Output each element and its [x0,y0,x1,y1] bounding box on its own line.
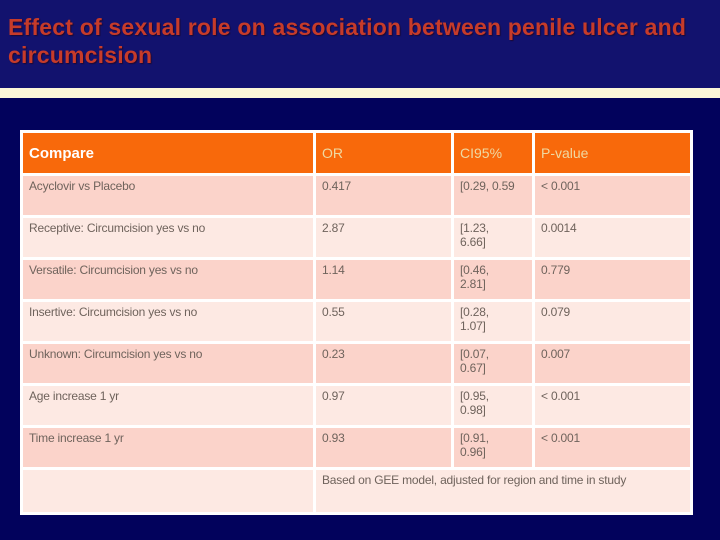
cell-compare: Insertive: Circumcision yes vs no [23,302,313,341]
column-header-or: OR [316,133,451,173]
title-bar: Effect of sexual role on association bet… [0,0,720,88]
cell-pvalue: 0.0014 [535,218,690,257]
cell-compare: Acyclovir vs Placebo [23,176,313,215]
table-row: Receptive: Circumcision yes vs no 2.87 [… [23,218,690,257]
cell-pvalue: 0.007 [535,344,690,383]
cell-or: 1.14 [316,260,451,299]
column-header-pvalue: P-value [535,133,690,173]
cell-ci: [0.91, 0.96] [454,428,532,467]
column-header-ci95: CI95% [454,133,532,173]
cell-or: 0.417 [316,176,451,215]
results-table: Compare OR CI95% P-value Acyclovir vs Pl… [20,130,693,515]
cell-compare: Receptive: Circumcision yes vs no [23,218,313,257]
table-row: Unknown: Circumcision yes vs no 0.23 [0.… [23,344,690,383]
cell-compare: Unknown: Circumcision yes vs no [23,344,313,383]
cell-pvalue: < 0.001 [535,428,690,467]
table-row: Age increase 1 yr 0.97 [0.95, 0.98] < 0.… [23,386,690,425]
table-footnote-row: Based on GEE model, adjusted for region … [23,470,690,512]
table-row: Acyclovir vs Placebo 0.417 [0.29, 0.59 <… [23,176,690,215]
table-header-row: Compare OR CI95% P-value [23,133,690,173]
cell-ci: [1.23, 6.66] [454,218,532,257]
cell-ci: [0.28, 1.07] [454,302,532,341]
cell-ci: [0.95, 0.98] [454,386,532,425]
table-row: Time increase 1 yr 0.93 [0.91, 0.96] < 0… [23,428,690,467]
cell-compare: Time increase 1 yr [23,428,313,467]
cell-compare: Versatile: Circumcision yes vs no [23,260,313,299]
cell-or: 0.93 [316,428,451,467]
cell-ci: [0.29, 0.59 [454,176,532,215]
cell-or: 0.55 [316,302,451,341]
cell-or: 0.23 [316,344,451,383]
cell-ci: [0.46, 2.81] [454,260,532,299]
cell-or: 2.87 [316,218,451,257]
page-title: Effect of sexual role on association bet… [8,14,687,68]
cell-pvalue: 0.779 [535,260,690,299]
column-header-compare: Compare [23,133,313,173]
table-row: Insertive: Circumcision yes vs no 0.55 [… [23,302,690,341]
cell-pvalue: < 0.001 [535,386,690,425]
cell-compare: Age increase 1 yr [23,386,313,425]
footnote-empty-cell [23,470,313,512]
cell-pvalue: < 0.001 [535,176,690,215]
footnote-text: Based on GEE model, adjusted for region … [316,470,690,512]
cell-pvalue: 0.079 [535,302,690,341]
cell-or: 0.97 [316,386,451,425]
divider-line [0,88,720,98]
cell-ci: [0.07, 0.67] [454,344,532,383]
table-row: Versatile: Circumcision yes vs no 1.14 [… [23,260,690,299]
